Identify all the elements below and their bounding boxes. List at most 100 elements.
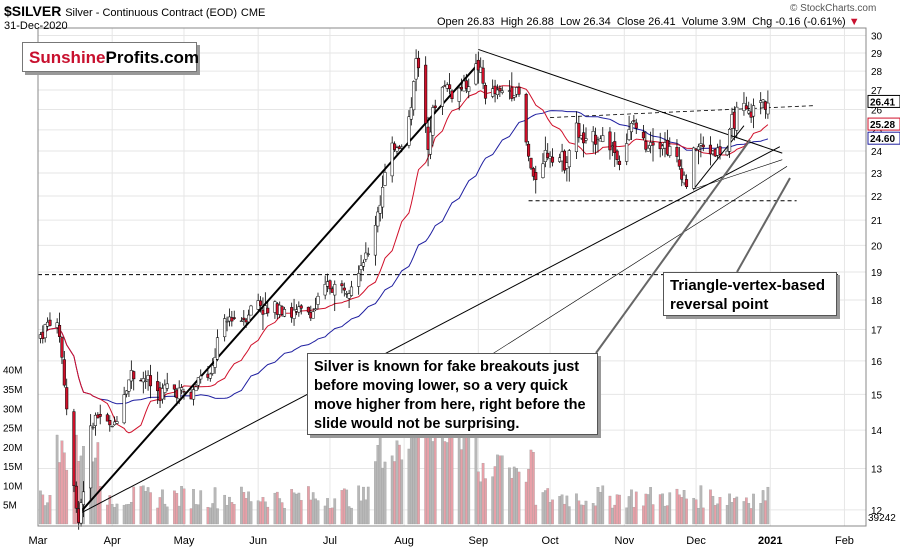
volume-bar [383, 461, 387, 525]
volume-bar [709, 489, 712, 525]
volume-bar [675, 488, 679, 525]
candle-body [297, 306, 301, 313]
candle-body [132, 371, 136, 380]
volume-bar [646, 494, 650, 525]
candle-body [144, 380, 148, 382]
candle-body [333, 284, 337, 296]
volume-bar [280, 502, 284, 525]
volume-bar [584, 500, 588, 525]
y-tick-label: 27 [871, 86, 883, 97]
volume-bar [618, 494, 621, 525]
volume-bar [527, 469, 530, 525]
candle-body [259, 300, 263, 306]
volume-bar [661, 493, 664, 525]
candle-body [400, 146, 404, 149]
candle-body [364, 252, 368, 260]
candle-body [584, 138, 588, 141]
fake-breakout-note: Silver is known for fake breakouts just … [307, 353, 598, 435]
y-tick-label: 19 [871, 268, 883, 279]
candle-body [448, 84, 452, 90]
candle-body [651, 142, 655, 146]
volume-bar [314, 498, 317, 525]
volume-bar [484, 478, 487, 525]
chart-date: 31-Dec-2020 [4, 20, 68, 32]
y-tick-label: 17 [871, 326, 883, 337]
candle-body [646, 147, 650, 152]
candle-body [407, 116, 411, 146]
vertex-connector [693, 159, 783, 190]
y-tick-label: 24 [871, 147, 883, 158]
volume-bar [766, 486, 770, 525]
candle-body [728, 129, 732, 152]
volume-bar [546, 488, 550, 525]
candle-body [282, 309, 287, 317]
volume-bar [115, 503, 119, 525]
volume-bar [625, 507, 629, 525]
candle-body [108, 419, 112, 426]
candle-body [72, 411, 76, 487]
trendline-bold-uptrend [77, 63, 480, 515]
y-tick-label: 29 [871, 49, 883, 60]
volume-bar [359, 500, 363, 525]
candle-body [349, 286, 354, 296]
volume-bar [129, 501, 133, 525]
volume-bar [666, 505, 669, 525]
candlesticks [38, 49, 770, 530]
volume-bar [759, 503, 763, 525]
volume-bar [649, 487, 652, 525]
volume-bar [498, 455, 502, 525]
volume-bar [146, 487, 150, 525]
candle-body [194, 386, 198, 392]
volume-bar [376, 445, 380, 525]
volume-bar [330, 507, 334, 525]
volume-bar [378, 431, 382, 525]
volume-bar [417, 432, 420, 525]
high-value: 26.88 [526, 16, 554, 28]
volume-bar [718, 497, 722, 525]
candle-body [110, 425, 114, 428]
volume-bar [283, 507, 286, 525]
y-tick-label: 21 [871, 216, 883, 227]
volume-bar [744, 497, 748, 525]
candle-body [182, 391, 186, 393]
volume-bar [685, 498, 688, 525]
volume-bar [122, 504, 126, 525]
triangle-lower-line [693, 125, 745, 190]
volume-bar [144, 491, 148, 525]
volume-last-label: 39242 [868, 513, 896, 524]
volume-bar [39, 490, 42, 525]
volume-bar [565, 495, 569, 525]
volume-bar [563, 503, 566, 525]
candle-body [431, 107, 435, 136]
volume-bar [206, 506, 210, 525]
candle-body [582, 132, 586, 144]
volume-bar [139, 486, 143, 525]
volume-bar [443, 441, 447, 525]
candle-body [428, 131, 433, 155]
candle-body [124, 390, 129, 395]
candle-body [613, 141, 617, 153]
y-tick-label: 30 [871, 31, 883, 42]
volume-bar [395, 440, 399, 525]
volume-tick-label: 15M [3, 462, 22, 473]
candle-body [395, 147, 399, 152]
candle-body [510, 87, 514, 99]
candle-body [223, 318, 227, 338]
volume-bar [58, 462, 61, 525]
volume-bar [311, 492, 315, 525]
candle-body [718, 146, 722, 155]
volume-bar [543, 490, 547, 525]
candle-body [675, 147, 679, 157]
candle-body [62, 359, 66, 386]
candle-body [230, 317, 234, 322]
x-tick-label: May [174, 535, 195, 547]
resistance-dashed [550, 105, 816, 118]
volume-bar [601, 485, 605, 525]
x-tick-label: Nov [615, 535, 635, 547]
volume-bar [496, 454, 499, 525]
volume-bar [192, 489, 195, 525]
volume-bar [141, 485, 145, 525]
volume-bar [596, 487, 600, 525]
candle-body [383, 172, 387, 186]
candle-body [412, 81, 416, 111]
